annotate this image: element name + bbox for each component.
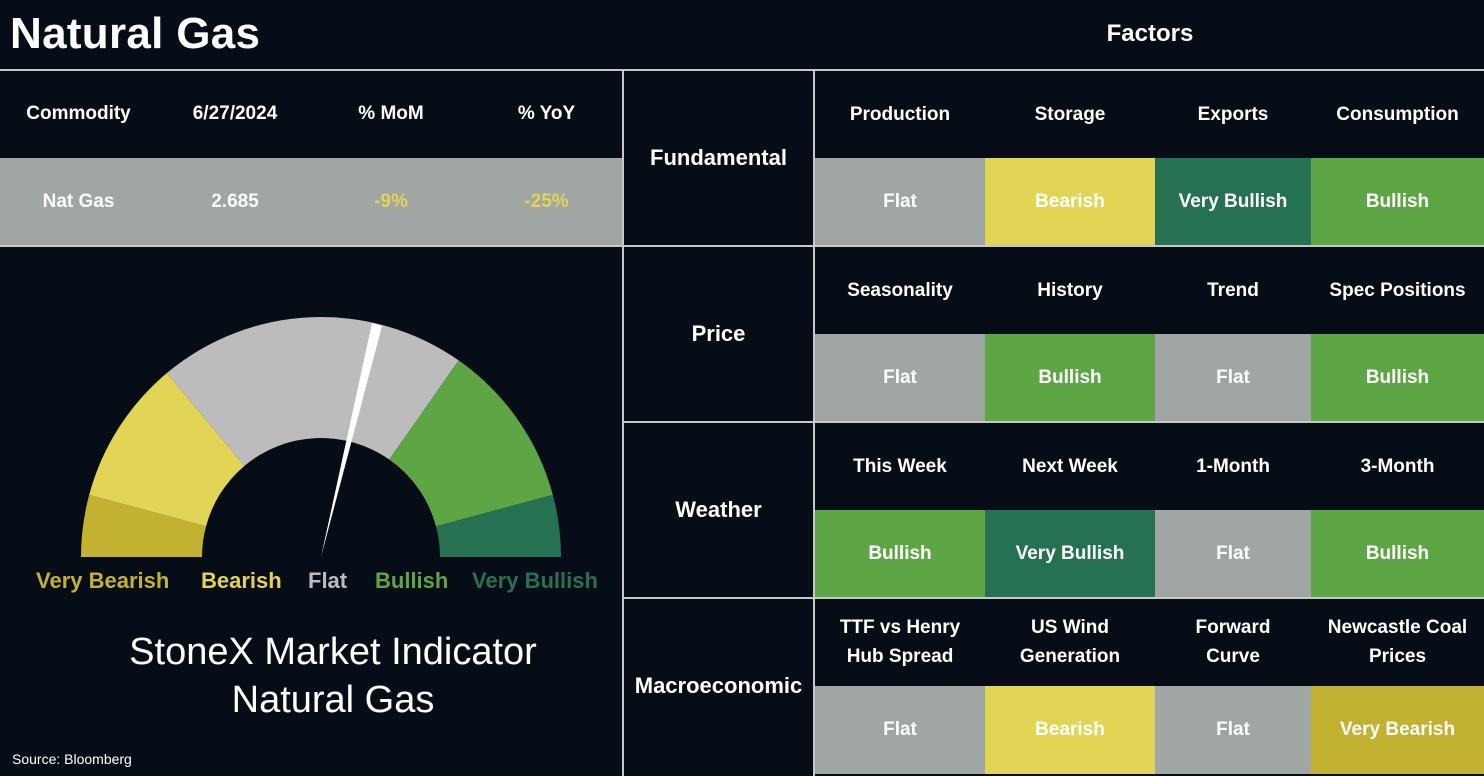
legend-flat: Flat bbox=[308, 568, 348, 593]
factor-name: Seasonality bbox=[847, 279, 953, 301]
indicator-title: StoneX Market Indicator Natural Gas bbox=[0, 628, 666, 724]
factor-value-flat: Flat bbox=[1155, 334, 1311, 422]
factor-name: Consumption bbox=[1336, 103, 1459, 125]
gauge-segment-very-bearish bbox=[81, 494, 207, 557]
factor-name: US Wind Generation bbox=[1019, 617, 1121, 667]
col-header-commodity: Commodity bbox=[26, 103, 131, 124]
factor-name: Storage bbox=[1034, 103, 1106, 125]
gauge-segments bbox=[81, 317, 561, 557]
page-title: Natural Gas bbox=[10, 9, 261, 58]
factor-value-bullish: Bullish bbox=[985, 334, 1155, 422]
divider bbox=[624, 421, 1484, 423]
category-label-price: Price bbox=[691, 321, 746, 346]
factor-value-bullish: Bullish bbox=[1311, 334, 1484, 422]
factor-value-flat: Flat bbox=[815, 686, 985, 774]
category-label-fundamental: Fundamental bbox=[650, 145, 787, 170]
cell-price: 2.685 bbox=[157, 158, 313, 245]
divider bbox=[624, 597, 1484, 599]
factor-name: Exports bbox=[1197, 103, 1269, 125]
cell-yoy: -25% bbox=[469, 158, 624, 245]
cell-mom: -9% bbox=[313, 158, 469, 245]
factor-value-bullish: Bullish bbox=[1311, 510, 1484, 598]
factor-value-very-bullish: Very Bullish bbox=[985, 510, 1155, 598]
col-header-yoy: % YoY bbox=[517, 103, 576, 124]
factor-value-flat: Flat bbox=[815, 158, 985, 246]
factor-value-flat: Flat bbox=[1155, 510, 1311, 598]
factor-name: History bbox=[1037, 279, 1103, 301]
divider bbox=[813, 70, 815, 776]
gauge-segment-bullish bbox=[389, 360, 553, 527]
source-note: Source: Bloomberg bbox=[12, 751, 132, 767]
factor-value-bullish: Bullish bbox=[1311, 158, 1484, 246]
divider bbox=[622, 70, 624, 776]
factor-name: Trend bbox=[1207, 279, 1259, 301]
factor-value-flat: Flat bbox=[815, 334, 985, 422]
gauge-segment-flat bbox=[166, 317, 459, 466]
cell-commodity: Nat Gas bbox=[0, 158, 157, 245]
col-header-mom: % MoM bbox=[358, 103, 424, 124]
category-label-weather: Weather bbox=[675, 497, 762, 522]
factor-name: 3-Month bbox=[1360, 455, 1435, 477]
factor-name: TTF vs Henry Hub Spread bbox=[839, 617, 961, 667]
category-label-macroeconomic: Macroeconomic bbox=[634, 673, 803, 698]
gauge-needle bbox=[321, 323, 382, 557]
factor-value-bullish: Bullish bbox=[815, 510, 985, 598]
divider bbox=[0, 69, 1484, 71]
factor-value-very-bearish: Very Bearish bbox=[1311, 686, 1484, 774]
factor-value-bearish: Bearish bbox=[985, 158, 1155, 246]
legend-bearish: Bearish bbox=[201, 568, 282, 593]
factor-value-bearish: Bearish bbox=[985, 686, 1155, 774]
factor-name: Next Week bbox=[1022, 455, 1118, 477]
factor-value-flat: Flat bbox=[1155, 686, 1311, 774]
factors-title: Factors bbox=[1106, 20, 1194, 47]
factor-value-very-bullish: Very Bullish bbox=[1155, 158, 1311, 246]
divider bbox=[0, 245, 1484, 247]
indicator-title-line2: Natural Gas bbox=[231, 679, 435, 721]
factor-name: Forward Curve bbox=[1195, 617, 1271, 667]
factor-name: Production bbox=[849, 103, 951, 125]
col-header-date: 6/27/2024 bbox=[192, 103, 278, 124]
legend-very-bullish: Very Bullish bbox=[472, 568, 598, 593]
market-gauge bbox=[81, 317, 561, 557]
gauge-segment-bearish bbox=[89, 373, 245, 527]
factor-name: Spec Positions bbox=[1329, 279, 1466, 301]
factor-name: 1-Month bbox=[1196, 455, 1270, 477]
legend-bullish: Bullish bbox=[375, 568, 449, 593]
legend-very-bearish: Very Bearish bbox=[36, 568, 170, 593]
indicator-title-line1: StoneX Market Indicator bbox=[129, 631, 537, 673]
factor-name: Newcastle Coal Prices bbox=[1327, 617, 1468, 667]
gauge-segment-very-bullish bbox=[435, 494, 561, 557]
factor-name: This Week bbox=[853, 455, 947, 477]
